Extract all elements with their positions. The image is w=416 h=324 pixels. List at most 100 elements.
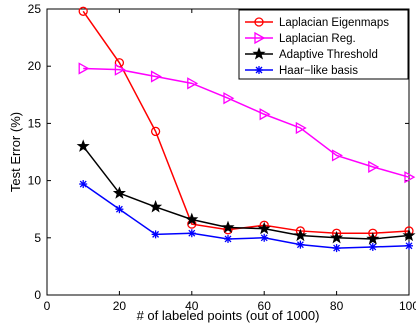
x-tick-label: 100 xyxy=(399,299,416,313)
marker-triangle xyxy=(295,121,307,135)
data-point xyxy=(405,241,413,250)
data-point xyxy=(331,149,343,162)
marker-star xyxy=(149,200,163,213)
data-point xyxy=(185,212,199,226)
series-line xyxy=(82,145,410,240)
legend-marker xyxy=(252,47,266,60)
series-4 xyxy=(79,180,413,253)
marker-star xyxy=(402,228,416,242)
data-point xyxy=(187,229,196,238)
legend-marker xyxy=(255,66,263,74)
data-point xyxy=(150,126,161,137)
y-tick-label: 25 xyxy=(28,2,42,16)
marker-triangle xyxy=(223,92,235,105)
y-tick-label: 20 xyxy=(28,59,42,73)
data-point xyxy=(78,62,90,75)
data-point xyxy=(221,220,235,234)
marker-triangle xyxy=(187,77,199,90)
marker-triangle xyxy=(150,70,162,83)
data-point xyxy=(368,242,377,251)
marker-asterisk-stroke xyxy=(152,230,160,238)
marker-asterisk-stroke xyxy=(260,234,268,242)
marker-triangle xyxy=(331,149,343,162)
x-tick-label: 80 xyxy=(330,299,344,313)
legend-label: Haar−like basis xyxy=(279,65,358,77)
marker-triangle xyxy=(259,108,271,121)
marker-asterisk-stroke xyxy=(79,180,87,188)
data-point xyxy=(79,180,88,189)
data-point xyxy=(257,221,271,235)
marker-triangle xyxy=(114,63,126,76)
marker-asterisk-stroke xyxy=(296,241,304,249)
marker-star xyxy=(112,186,126,199)
x-tick-label: 40 xyxy=(185,299,199,313)
marker-asterisk-stroke xyxy=(255,66,263,74)
series-line xyxy=(83,67,410,178)
data-point xyxy=(149,200,163,213)
x-tick-label: 60 xyxy=(258,299,272,313)
legend-item: Haar−like basis xyxy=(245,65,358,77)
marker-star xyxy=(252,47,266,60)
legend-label: Laplacian Reg. xyxy=(279,33,356,45)
marker-asterisk-stroke xyxy=(188,229,196,237)
data-point xyxy=(112,186,126,199)
data-point xyxy=(78,6,88,16)
legend-item: Laplacian Reg. xyxy=(245,31,356,45)
legend-item: Adaptive Threshold xyxy=(245,47,378,61)
marker-star xyxy=(330,230,344,244)
marker-circle xyxy=(150,126,161,137)
legend-marker xyxy=(254,17,264,27)
marker-asterisk-stroke xyxy=(405,242,413,250)
marker-star xyxy=(185,212,199,226)
data-point xyxy=(260,233,269,242)
marker-star xyxy=(221,220,235,234)
data-point xyxy=(187,77,199,90)
data-point xyxy=(366,232,380,245)
marker-asterisk-stroke xyxy=(369,243,377,251)
legend: Laplacian Eigenmaps Laplacian Reg. Adaptiv… xyxy=(238,9,409,80)
y-tick-label: 15 xyxy=(28,116,42,130)
data-point xyxy=(115,205,124,214)
y-tick-label: 0 xyxy=(34,288,41,302)
data-point xyxy=(224,234,232,243)
data-point xyxy=(223,92,235,105)
data-point xyxy=(404,171,416,184)
marker-star xyxy=(257,221,271,235)
data-point xyxy=(150,70,162,83)
series-line xyxy=(82,183,410,249)
data-point xyxy=(114,63,126,76)
data-point xyxy=(76,139,90,152)
data-point xyxy=(295,121,307,135)
legend-marker xyxy=(254,31,266,45)
marker-circle xyxy=(254,17,264,27)
data-point xyxy=(402,228,416,242)
data-point xyxy=(151,230,160,239)
marker-asterisk-stroke xyxy=(224,235,232,243)
x-axis-ticks: 0 20 40 60 80 100 xyxy=(44,9,416,313)
marker-star xyxy=(293,228,307,242)
series-layer xyxy=(76,6,416,253)
marker-star xyxy=(366,232,380,245)
marker-triangle xyxy=(254,31,266,45)
marker-asterisk-stroke xyxy=(115,205,123,213)
data-point xyxy=(296,240,305,249)
data-point xyxy=(293,228,307,242)
marker-star xyxy=(76,139,90,152)
data-point xyxy=(332,244,341,253)
x-tick-label: 20 xyxy=(113,299,127,313)
marker-triangle xyxy=(78,62,90,75)
y-tick-label: 5 xyxy=(34,231,41,245)
legend-label: Laplacian Eigenmaps xyxy=(279,17,389,29)
data-point xyxy=(330,230,344,244)
marker-circle xyxy=(78,6,88,16)
series-2 xyxy=(78,62,416,184)
x-axis-label: # of labeled points (out of 1000) xyxy=(137,308,320,323)
y-axis-label: Test Error (%) xyxy=(8,112,23,192)
marker-asterisk-stroke xyxy=(333,244,341,252)
data-point xyxy=(368,160,380,173)
marker-triangle xyxy=(368,160,380,173)
legend-item: Laplacian Eigenmaps xyxy=(245,17,389,29)
y-tick-label: 10 xyxy=(28,174,42,188)
series-3 xyxy=(76,139,416,245)
